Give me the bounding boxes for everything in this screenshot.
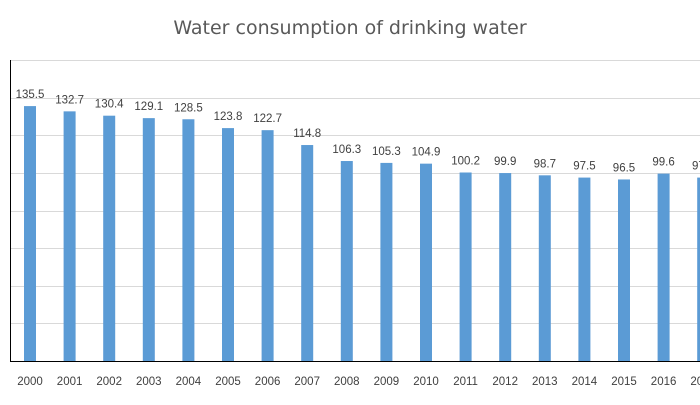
bar-2013 [538,175,551,361]
bar-2017 [697,177,700,361]
data-label-2008: 106.3 [332,144,361,156]
bar-2000 [24,106,36,361]
data-label-2005: 123.8 [214,111,243,123]
data-label-2001: 132.7 [55,94,84,106]
x-tick-label-2002: 2002 [96,376,122,388]
data-label-2002: 130.4 [95,99,124,111]
bar-2010 [420,163,432,361]
bar-2003 [142,118,155,362]
data-label-2013: 98.7 [534,158,556,170]
bar-2002 [103,115,116,361]
data-label-2011: 100.2 [451,155,480,167]
x-tick-label-2017: 2017 [690,376,700,388]
bar-2005 [222,128,234,361]
bar-2007 [301,145,314,361]
x-tick-label-2003: 2003 [136,376,162,388]
x-tick-label-2005: 2005 [215,376,241,388]
bar-2012 [499,173,512,361]
data-label-2006: 122.7 [253,113,282,125]
x-tick-label-2013: 2013 [532,376,558,388]
bar-2014 [578,177,591,361]
data-label-2004: 128.5 [174,102,203,114]
x-tick-label-2010: 2010 [413,376,439,388]
x-tick-label-2004: 2004 [176,376,202,388]
bar-2009 [380,162,393,361]
x-tick-label-2012: 2012 [492,376,518,388]
x-tick-label-2014: 2014 [572,376,598,388]
chart-title: Water consumption of drinking water [173,17,527,39]
x-tick-label-2001: 2001 [57,376,83,388]
x-tick-label-2008: 2008 [334,376,360,388]
data-label-2016: 99.6 [652,157,674,169]
data-labels: 135.5 132.7 130.4 129.1 128.5 123.8 122.7 114.8… [16,89,700,174]
x-tick-label-2006: 2006 [255,376,281,388]
data-label-2017: 97.5 [692,161,700,173]
bars [24,106,700,362]
x-tick-label-2011: 2011 [453,376,478,388]
data-label-2007: 114.8 [293,128,321,140]
data-label-2015: 96.5 [613,162,635,174]
x-tick-label-2016: 2016 [651,376,677,388]
bar-2004 [182,119,195,362]
bar-2016 [657,173,670,361]
x-tick-label-2007: 2007 [294,376,320,388]
bar-2011 [459,172,472,361]
x-tick-label-2009: 2009 [374,376,400,388]
data-label-2009: 105.3 [372,146,401,158]
data-label-2003: 129.1 [134,101,163,113]
bar-2008 [340,161,353,361]
data-label-2014: 97.5 [573,161,595,173]
data-label-2000: 135.5 [16,89,45,101]
x-tick-label-2000: 2000 [17,376,43,388]
data-label-2012: 99.9 [494,156,516,168]
data-label-2010: 104.9 [412,147,441,159]
x-axis-tick-labels: 2000 2001 2002 2003 2004 2005 2006 2007 2008 2009… [17,376,700,388]
bar-2001 [63,111,76,361]
x-tick-label-2015: 2015 [611,376,637,388]
gridlines [10,60,700,324]
bar-2015 [618,179,630,361]
bar-2006 [261,130,274,361]
